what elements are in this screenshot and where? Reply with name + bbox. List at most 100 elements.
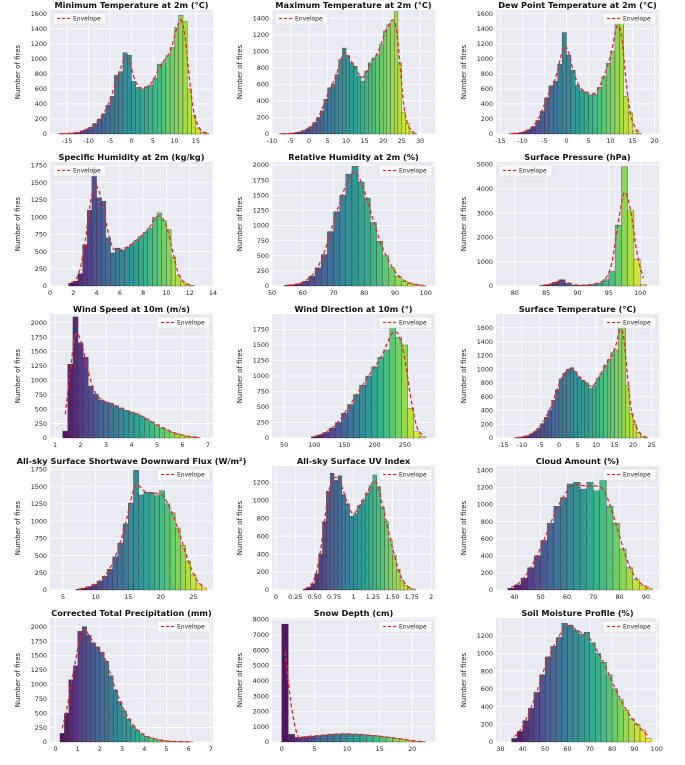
histogram-bar [174,27,178,134]
histogram-bar [373,736,380,742]
y-axis-label: Number of fires [236,44,244,99]
y-tick-label: 1250 [31,196,47,204]
histogram-bar [314,736,321,742]
histogram-bar [372,58,376,134]
x-tick-label: 25 [398,137,406,145]
x-tick-label: 10 [343,745,351,753]
histogram-bar [559,280,565,286]
y-tick-label: 600 [257,532,269,540]
y-tick-label: 1750 [253,326,269,334]
y-tick-label: 3000 [477,209,493,217]
y-tick-label: 400 [481,100,493,108]
histogram-bar [548,410,552,438]
y-tick-label: 5000 [477,161,493,169]
histogram-bar [585,383,589,438]
y-tick-label: 1750 [31,162,47,170]
x-tick-label: 5 [155,441,159,449]
histogram-bar [149,738,153,742]
histogram-bar [149,422,154,438]
histogram-bar [380,737,387,742]
histogram-bar [134,414,139,438]
x-tick-label: 100 [308,441,320,449]
panel-title: All-sky Surface Shortwave Downward Flux … [17,456,247,466]
x-tick-label: 0.50 [308,593,322,601]
x-tick-label: 60 [563,745,571,753]
y-tick-label: 2000 [477,234,493,242]
x-tick-label: 90 [391,289,399,297]
histogram-bar [581,380,585,438]
histogram-bar [123,524,128,590]
y-tick-label: 1000 [253,48,269,56]
histogram-bar [390,321,396,438]
y-tick-label: 750 [257,237,269,245]
histogram-bar [175,528,180,590]
x-tick-label: 70 [329,289,337,297]
x-tick-label: 80 [608,745,616,753]
histogram-bar [160,428,165,438]
x-tick-label: 0.25 [288,593,302,601]
histogram-bar [133,470,138,590]
histogram-bar [626,568,633,590]
histogram-bar [587,482,594,590]
histogram-bar [298,132,302,134]
y-axis-label: Number of fires [14,348,22,403]
y-tick-label: 1750 [253,176,269,184]
histogram-bar [144,419,149,438]
histogram-bar [346,174,352,286]
y-tick-label: 1500 [31,348,47,356]
y-tick-label: 0 [489,434,493,442]
x-tick-label: 20 [408,745,416,753]
x-tick-label: 15 [124,593,132,601]
histogram-bar [295,737,302,742]
x-tick-label: -10 [517,137,527,145]
histogram-bar [68,364,73,438]
x-tick-label: 10 [592,441,600,449]
histogram-bar [596,379,600,438]
histogram-bar [78,274,83,286]
histogram-bar [618,321,622,438]
histogram-bar [601,662,607,742]
y-tick-label: 1000 [253,496,269,504]
histogram-bar [282,624,289,742]
histogram-bar [634,259,640,286]
histogram-bar [140,89,144,134]
panel-title: Surface Temperature (°C) [519,304,637,314]
histogram-bar [305,129,309,134]
histogram-bar [376,55,380,134]
histogram-bar [73,666,77,742]
histogram-bar [88,386,93,438]
histogram-bar [162,63,166,134]
legend-label: Envelope [519,168,547,175]
panel-title: Relative Humidity at 2m (%) [288,152,419,162]
histogram-bar [578,377,582,438]
y-tick-label: 1200 [477,632,493,640]
x-tick-label: 1 [53,441,57,449]
y-tick-label: 1200 [477,484,493,492]
histogram-bar [334,480,338,590]
histogram-bar [377,241,383,286]
x-tick-label: 20 [651,137,659,145]
histogram-bar [554,506,561,590]
y-tick-label: 1200 [477,352,493,360]
x-tick-label: 150 [338,441,350,449]
histogram-bar [149,492,154,590]
y-tick-label: 250 [35,265,47,273]
histogram-bar [384,350,390,438]
x-tick-label: 95 [605,289,613,297]
histogram-bar [149,85,153,134]
x-tick-label: -5 [541,137,547,145]
x-tick-label: 40 [510,593,518,601]
y-tick-label: 600 [35,85,47,93]
x-tick-label: 0 [557,441,561,449]
x-tick-label: 30 [496,745,504,753]
y-tick-label: 1600 [477,324,493,332]
y-tick-label: 800 [257,514,269,522]
histogram-bar [100,652,104,742]
y-tick-label: 1200 [31,40,47,48]
histogram-bar [629,719,635,742]
